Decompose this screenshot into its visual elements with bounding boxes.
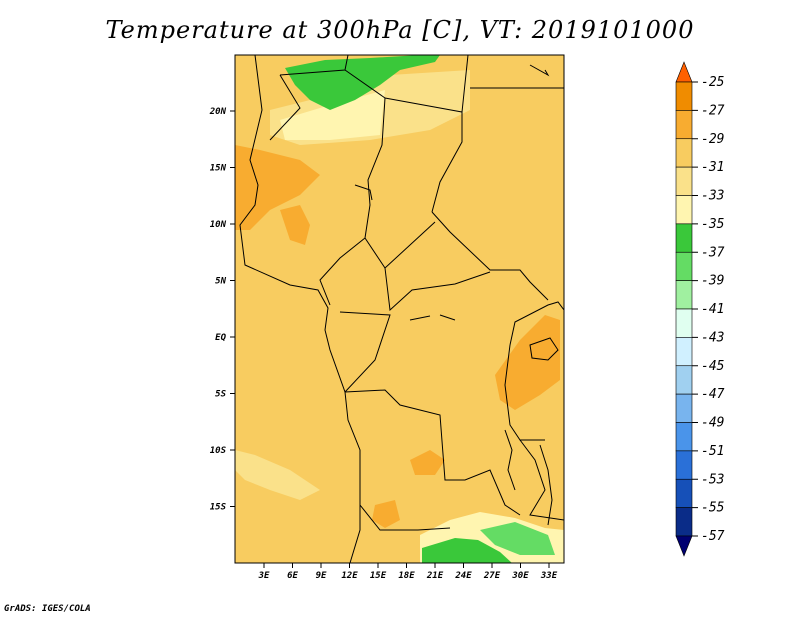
longitude-axis: 3E 6E 9E 12E 15E 18E 21E 24E 27E 30E 33E xyxy=(258,563,558,581)
colorbar-bottom-triangle xyxy=(675,535,693,557)
lon-tick-label: 21E xyxy=(426,571,444,581)
lon-tick-label: 6E xyxy=(287,571,298,581)
lon-tick-label: 33E xyxy=(540,571,558,581)
lat-tick-label: 5N xyxy=(215,277,226,287)
colorbar-label: -49 xyxy=(701,416,724,431)
colorbar-label: -41 xyxy=(701,302,724,317)
lake-victoria xyxy=(529,337,559,361)
temperature-field xyxy=(235,55,564,563)
field-warm-east xyxy=(495,315,560,410)
colorbar-label: -55 xyxy=(701,501,725,516)
border-namibia xyxy=(359,504,451,531)
colorbar-label: -47 xyxy=(701,387,725,402)
colorbar-label: -57 xyxy=(701,529,725,544)
lon-tick-label: 24E xyxy=(454,571,472,581)
congo-river xyxy=(409,314,456,321)
colorbar-label: -25 xyxy=(701,75,725,90)
field-green-light-south xyxy=(480,522,555,555)
country-borders xyxy=(239,55,564,563)
colorbar-box xyxy=(675,166,693,196)
colorbar-box xyxy=(675,422,693,452)
colorbar-label: -35 xyxy=(701,217,725,232)
lat-tick-label: 15S xyxy=(210,503,227,513)
coastline-west xyxy=(239,55,361,563)
colorbar-label: -33 xyxy=(701,189,724,204)
border-zambia-malawi xyxy=(519,439,564,521)
lat-tick-label: 5S xyxy=(215,390,226,400)
colorbar-box xyxy=(675,507,693,537)
colorbar-box xyxy=(675,478,693,508)
lon-tick-label: 12E xyxy=(341,571,358,581)
colorbar-box xyxy=(675,195,693,225)
lon-tick-label: 30E xyxy=(511,571,529,581)
lake-tanganyika xyxy=(504,429,516,491)
grads-credit: GrADS: IGES/COLA xyxy=(4,604,91,614)
lon-tick-label: 27E xyxy=(483,571,501,581)
lon-tick-label: 9E xyxy=(316,571,327,581)
lat-tick-label: EQ xyxy=(215,333,226,343)
colorbar-label: -31 xyxy=(701,160,724,175)
border-cameroon xyxy=(319,237,366,306)
colorbar: -25 -27 -29 -31 -33 -35 -37 -39 -41 -43 -45 -47 -49 -… xyxy=(675,61,725,557)
border-congo-car xyxy=(384,267,491,312)
colorbar-box xyxy=(675,337,693,367)
colorbar-label: -39 xyxy=(701,274,724,289)
colorbar-box xyxy=(675,393,693,423)
lat-tick-label: 20N xyxy=(209,107,227,117)
border-uganda xyxy=(509,301,564,346)
border-congo xyxy=(339,311,391,393)
lat-tick-label: 15N xyxy=(210,164,227,174)
border-car-south-sudan xyxy=(431,211,549,301)
colorbar-box xyxy=(675,81,693,111)
colorbar-label: -27 xyxy=(701,103,725,118)
colorbar-box xyxy=(675,223,693,253)
colorbar-label: -51 xyxy=(701,444,724,459)
lake-chad xyxy=(354,184,373,201)
colorbar-label: -45 xyxy=(701,359,725,374)
border-niger-chad xyxy=(344,69,386,239)
colorbar-top-triangle xyxy=(675,61,693,83)
chart-title: Temperature at 300hPa [C], VT: 201910100… xyxy=(105,16,695,44)
field-green-south xyxy=(422,538,512,563)
coast-northeast xyxy=(529,64,550,77)
field-coolest-north xyxy=(280,90,385,140)
colorbar-label: -29 xyxy=(701,132,724,147)
map-frame xyxy=(234,54,565,564)
border-angola-drc xyxy=(344,389,521,516)
field-warm-patch-1 xyxy=(280,205,310,245)
colorbar-box xyxy=(675,280,693,310)
border-sudan-chad xyxy=(431,112,463,213)
border-mali xyxy=(269,74,301,141)
field-warm-patch-3 xyxy=(372,500,400,528)
colorbar-box xyxy=(675,110,693,140)
border-tanzania xyxy=(504,344,545,441)
field-cool-southwest xyxy=(235,450,320,500)
colorbar-box xyxy=(675,365,693,395)
colorbar-label: -37 xyxy=(701,245,725,260)
colorbar-box xyxy=(675,251,693,281)
field-warm-west xyxy=(235,145,320,230)
colorbar-box xyxy=(675,138,693,168)
colorbar-box xyxy=(675,308,693,338)
lon-tick-label: 15E xyxy=(370,571,387,581)
lake-malawi xyxy=(539,444,553,526)
lat-tick-label: 10N xyxy=(210,220,227,230)
colorbar-label: -53 xyxy=(701,472,724,487)
colorbar-box xyxy=(675,450,693,480)
lon-tick-label: 3E xyxy=(258,571,270,581)
field-warm-patch-2 xyxy=(410,450,445,475)
colorbar-label: -43 xyxy=(701,330,724,345)
latitude-axis: 20N 15N 10N 5N EQ 5S 10S 15S xyxy=(209,107,235,513)
lon-tick-label: 18E xyxy=(398,571,415,581)
lat-tick-label: 10S xyxy=(210,446,227,456)
